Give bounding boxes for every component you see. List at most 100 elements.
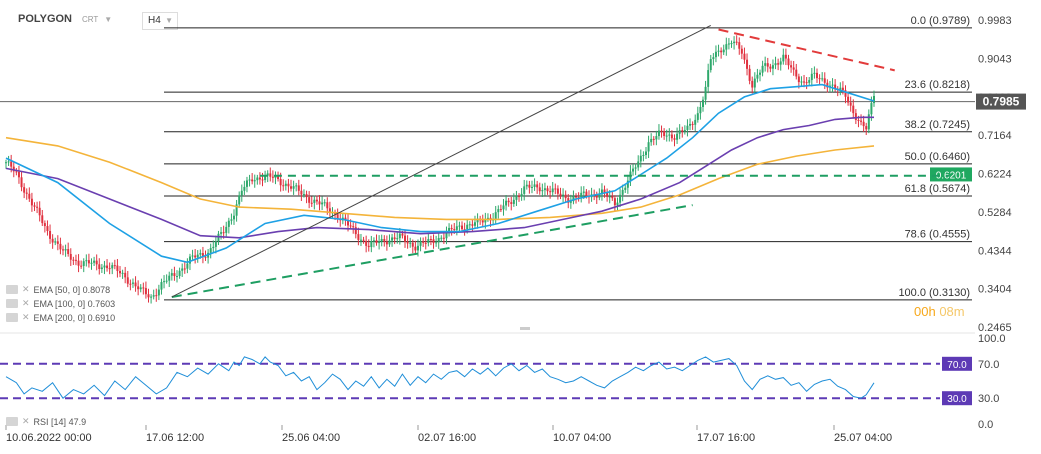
candle-body (445, 233, 448, 239)
candle-body (559, 193, 562, 196)
candle-body (258, 177, 261, 180)
candle-body (494, 212, 497, 220)
candle-body (572, 196, 575, 202)
candle-body (111, 265, 114, 269)
candle-body (751, 80, 754, 88)
candle-body (673, 138, 676, 140)
candle-body (90, 262, 93, 264)
candle-body (860, 120, 863, 122)
last-price-value: 0.7985 (983, 95, 1020, 109)
candle-body (720, 50, 723, 53)
candle-body (155, 295, 158, 297)
candle-body (261, 179, 264, 181)
candle-body (64, 249, 67, 251)
close-icon[interactable]: ✕ (22, 298, 30, 308)
rsi-tick-label: 100.0 (978, 333, 1006, 345)
candle-body (782, 54, 785, 62)
candle-body (797, 76, 800, 83)
candle-body (681, 130, 684, 132)
close-icon[interactable]: ✕ (22, 312, 30, 322)
indicator-ema100[interactable]: ✕ EMA [100, 0] 0.7603 (6, 298, 115, 309)
indicator-label: EMA [200, 0] 0.6910 (33, 312, 116, 323)
candle-body (637, 161, 640, 168)
candle-body (323, 202, 326, 204)
candle-body (779, 61, 782, 65)
candle-body (686, 125, 689, 130)
y-tick-label: 0.9983 (978, 15, 1012, 27)
x-tick-label: 25.06 04:00 (282, 432, 340, 444)
candle-body (383, 238, 386, 242)
candle-body (372, 240, 375, 242)
indicator-ema200[interactable]: ✕ EMA [200, 0] 0.6910 (6, 312, 115, 323)
symbol-dropdown-icon[interactable]: ▼ (104, 14, 113, 24)
candle-body (147, 294, 150, 298)
candle-body (432, 239, 435, 244)
candle-body (714, 51, 717, 58)
candle-body (126, 277, 129, 284)
candle-body (670, 134, 673, 139)
candle-body (225, 226, 228, 233)
settings-icon[interactable] (6, 313, 18, 322)
indicator-ema50[interactable]: ✕ EMA [50, 0] 0.8078 (6, 284, 110, 295)
candle-body (178, 270, 181, 277)
candle-body (740, 48, 743, 54)
candle-body (606, 192, 609, 197)
settings-icon[interactable] (6, 299, 18, 308)
candle-body (388, 240, 391, 245)
settings-icon[interactable] (6, 285, 18, 294)
candle-body (520, 193, 523, 197)
candle-body (461, 225, 464, 230)
candle-body (108, 268, 111, 270)
candle-body (404, 235, 407, 242)
candle-body (170, 273, 173, 276)
candle-body (357, 234, 360, 240)
candle-body (100, 267, 103, 270)
candle-body (411, 242, 414, 247)
candle-body (556, 188, 559, 194)
close-icon[interactable]: ✕ (22, 416, 30, 426)
candle-body (854, 113, 857, 120)
candle-body (476, 218, 479, 223)
candle-body (458, 225, 461, 227)
timeframe-select[interactable]: H4 ▼ (142, 12, 178, 30)
candle-body (704, 86, 707, 100)
symbol-name[interactable]: POLYGON (18, 13, 72, 25)
candle-body (427, 239, 430, 243)
candle-body (315, 199, 318, 202)
candle-body (533, 184, 536, 187)
candle-body (657, 130, 660, 137)
candle-body (567, 198, 570, 203)
candle-body (652, 138, 655, 140)
candle-body (839, 87, 842, 90)
candle-body (152, 295, 155, 297)
indicator-rsi[interactable]: ✕ RSI [14] 47.9 (6, 416, 86, 427)
candle-body (240, 190, 243, 196)
y-tick-label: 0.4344 (978, 245, 1012, 257)
candle-body (554, 188, 557, 190)
candle-body (769, 66, 772, 69)
candle-body (792, 67, 795, 70)
candle-body (758, 72, 761, 75)
candle-body (17, 171, 20, 178)
candle-body (212, 246, 215, 249)
ema50-line (5, 83, 875, 264)
candle-body (406, 241, 409, 244)
candle-body (28, 193, 31, 199)
candle-body (639, 155, 642, 162)
candle-body (157, 289, 160, 296)
candle-body (230, 219, 233, 221)
settings-icon[interactable] (6, 417, 18, 426)
candle-body (777, 63, 780, 65)
fib-level-label: 100.0 (0.3130) (898, 287, 970, 299)
candle-body (375, 240, 378, 244)
candle-body (36, 206, 39, 208)
candle-body (256, 177, 259, 181)
candle-body (87, 260, 90, 264)
close-icon[interactable]: ✕ (22, 284, 30, 294)
candle-body (163, 281, 166, 283)
countdown-hours: 00h (914, 304, 936, 319)
candle-body (442, 237, 445, 239)
candle-body (696, 113, 699, 120)
candle-body (603, 189, 606, 193)
